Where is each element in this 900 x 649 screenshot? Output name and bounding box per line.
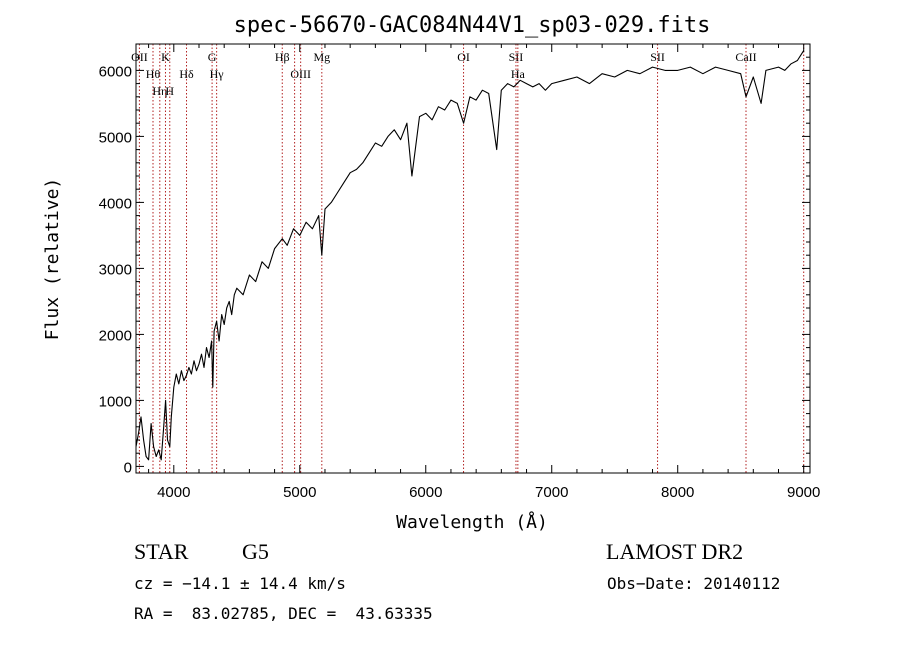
y-tick-label-1: 1000	[99, 393, 132, 410]
spectrum-series	[135, 50, 805, 461]
line-label-2-0: Hη	[152, 84, 167, 98]
x-tick-label-1: 5000	[283, 484, 316, 501]
y-axis-label: Flux (relative)	[42, 178, 63, 341]
redshift-cz: cz = −14.1 ± 14.4 km/s	[134, 574, 346, 593]
spectrum-line	[135, 50, 805, 461]
plot-frame	[135, 43, 811, 474]
x-tick-label-5: 9000	[787, 484, 820, 501]
line-label-5-0: Hδ	[179, 67, 194, 81]
survey-name: LAMOST DR2	[606, 539, 744, 564]
x-axis-label: Wavelength (Å)	[396, 511, 548, 533]
line-label-1-0: Hθ	[146, 67, 161, 81]
object-subclass: G5	[242, 539, 269, 564]
line-label-11-0: Mg	[313, 50, 330, 64]
chart-title: spec-56670-GAC084N44V1_sp03-029.fits	[234, 13, 711, 38]
y-tick-label-2: 2000	[99, 327, 132, 344]
y-tick-label-4: 4000	[99, 195, 132, 212]
observation-date: Obs−Date: 20140112	[607, 574, 781, 593]
y-tick-label-0: 0	[124, 459, 132, 476]
object-class: STAR	[134, 539, 189, 564]
line-label-6-0: G	[208, 50, 217, 64]
line-label-12-0: OI	[457, 50, 470, 64]
line-label-8-0: Hβ	[275, 50, 290, 64]
y-tick-label-3: 3000	[99, 261, 132, 278]
x-axis: 4000 5000 6000 7000 8000 9000	[148, 44, 820, 501]
x-tick-label-3: 7000	[535, 484, 568, 501]
line-label-4-0: H	[165, 84, 174, 98]
y-axis: 0 1000 2000 3000 4000 5000 6000	[99, 56, 810, 476]
x-tick-label-4: 8000	[661, 484, 694, 501]
line-label-3-0: K	[161, 50, 170, 64]
x-tick-label-2: 6000	[409, 484, 442, 501]
x-tick-label-0: 4000	[157, 484, 190, 501]
line-label-13-0: SII	[509, 50, 524, 64]
coordinates: RA = 83.02785, DEC = 43.63335	[134, 604, 433, 623]
line-label-14-0: Ha	[511, 67, 526, 81]
line-label-16-0: CaII	[735, 50, 756, 64]
line-label-10-0: OIII	[290, 67, 311, 81]
y-tick-label-6: 6000	[99, 63, 132, 80]
line-label-7-0: Hγ	[210, 67, 225, 81]
y-tick-label-5: 5000	[99, 129, 132, 146]
line-label-15-0: SII	[650, 50, 665, 64]
